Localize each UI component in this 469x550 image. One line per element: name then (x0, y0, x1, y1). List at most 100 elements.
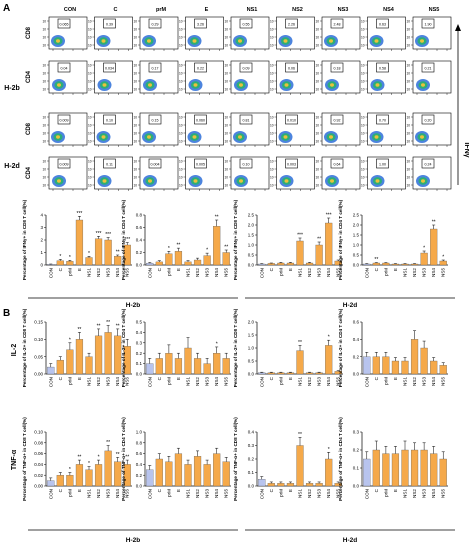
y-tick-label: 0.1 (136, 361, 143, 366)
category-label: C (374, 488, 379, 492)
flow-axis-tick: 10 (224, 36, 228, 40)
category-label: NS2 (307, 489, 312, 498)
flow-axis-tick: 10 (361, 184, 365, 188)
y-axis-label: Percentage of IL-2+ in CD8 T cell(%) (233, 308, 238, 387)
bar (315, 244, 323, 266)
category-label: NS3 (422, 268, 427, 277)
flow-plot: 10 10 10 10 0.034 (88, 60, 133, 95)
flow-axis-tick: 10 (133, 20, 137, 24)
flow-axis-tick: 10 (361, 36, 365, 40)
bar (420, 252, 428, 266)
bar (410, 449, 419, 487)
flow-axis-tick: 10 (315, 64, 319, 68)
category-label: prM (278, 268, 283, 276)
bar-chart: 0.0 0.5 1.0 1.5 2.0 2.5 Percentage of IFNγ+ in… (338, 199, 448, 280)
category-label: NS4 (431, 377, 436, 386)
category-label: C (58, 376, 63, 380)
category-label: NS5 (125, 377, 130, 386)
bar (305, 372, 314, 375)
ifng-label: IFNγ (463, 142, 469, 157)
significance-star: * (69, 467, 71, 473)
flow-axis-tick: 10 (88, 44, 92, 48)
bar (203, 464, 211, 487)
bar (104, 450, 112, 487)
gate-box (376, 62, 389, 73)
bar (47, 366, 55, 375)
category-label: NS5 (224, 377, 229, 386)
y-tick-label: 0.0 (353, 372, 360, 377)
y-tick-label: 0.15 (34, 320, 43, 325)
gate-box (57, 18, 71, 29)
bar (75, 219, 84, 266)
category-label: NS1 (186, 489, 191, 498)
flow-axis-tick: 10 (406, 160, 410, 164)
flow-group-label-h2b: H-2b (4, 85, 20, 92)
bar (372, 262, 380, 266)
flow-axis-tick: 10 (361, 88, 365, 92)
significance-star: *** (77, 211, 83, 217)
flow-axis-tick: 10 (224, 132, 228, 136)
bar (382, 356, 390, 375)
bar (66, 349, 74, 375)
gate-box (239, 114, 253, 125)
bar (222, 252, 230, 266)
category-label: CON (147, 268, 152, 278)
bar (66, 475, 74, 487)
y-axis-label: Percentage of IL-2+ in CD4 T cell(%) (338, 308, 343, 387)
y-tick-label: 4 (40, 213, 43, 218)
bar (439, 365, 447, 375)
y-tick-label: 2.5 (248, 213, 255, 218)
flow-plot: 10 10 10 10 0.009 (42, 156, 88, 191)
gate-value: 0.92 (334, 119, 341, 123)
flow-axis-tick: 10 (179, 132, 183, 136)
category-label: CON (147, 489, 152, 499)
y-tick-label: 2.0 (248, 320, 255, 325)
bar (174, 251, 183, 266)
gate-value: 0.17 (152, 67, 159, 71)
y-tick-label: 2.5 (353, 213, 360, 218)
flow-axis-tick: 10 (88, 168, 92, 172)
gate-value: 0.58 (379, 67, 386, 71)
flow-axis-tick: 10 (224, 88, 228, 92)
bar (56, 359, 64, 375)
panel-label-a: A (3, 3, 10, 14)
category-label: NS2 (195, 377, 200, 386)
group-label: H-2b (126, 302, 140, 309)
gate-value: 0.10 (243, 163, 250, 167)
y-tick-label: 0.04 (34, 462, 43, 467)
flow-axis-tick: 10 (88, 36, 92, 40)
flow-axis-tick: 10 (224, 184, 228, 188)
flow-row-label: CD8 (26, 26, 32, 39)
flow-axis-tick: 10 (42, 28, 46, 32)
flow-axis-tick: 10 (270, 184, 274, 188)
y-tick-label: 0.2 (136, 250, 143, 255)
bar (222, 461, 230, 487)
category-label: prM (67, 377, 72, 385)
significance-star: ** (224, 245, 228, 251)
significance-star: * (168, 246, 170, 252)
flow-axis-tick: 10 (315, 176, 319, 180)
bar (372, 449, 380, 487)
group-label: H-2d (343, 537, 357, 544)
flow-axis-tick: 10 (270, 116, 274, 120)
flow-column-header: E (205, 7, 209, 13)
gate-box (330, 18, 344, 29)
gate-value: 0.04 (61, 67, 68, 71)
flow-axis-tick: 10 (361, 28, 365, 32)
y-tick-label: 0.6 (136, 225, 143, 230)
flow-axis-tick: 10 (88, 20, 92, 24)
flow-axis-tick: 10 (406, 28, 410, 32)
category-label: E (176, 489, 181, 492)
bar-chart: 0.0 0.1 0.2 0.3 0.4 0.5 Percentage of IL-2+ in… (121, 308, 231, 387)
bar-chart: 0.0 0.1 0.2 0.3 0.4 Percentage of TNF-α+ in C… (233, 417, 343, 501)
flow-axis-tick: 10 (270, 72, 274, 76)
flow-axis-tick: 10 (315, 116, 319, 120)
category-label: NS2 (412, 377, 417, 386)
flow-row-label: CD8 (26, 122, 32, 135)
category-label: NS2 (96, 268, 101, 277)
category-label: NS5 (336, 377, 341, 386)
flow-column-header: C (114, 7, 118, 13)
y-tick-label: 0.00 (34, 372, 43, 377)
panel-label-b: B (3, 308, 10, 319)
